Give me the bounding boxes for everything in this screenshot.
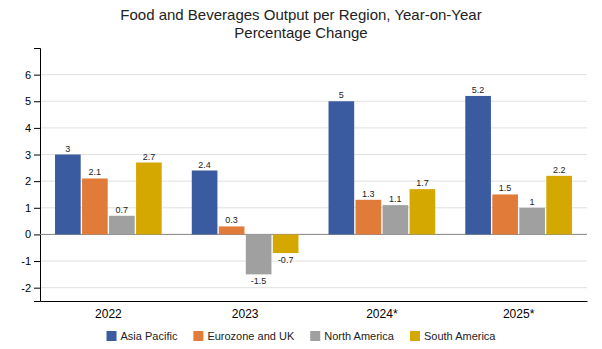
grid-line <box>40 154 587 155</box>
data-label: 2.4 <box>198 160 211 170</box>
bar <box>136 163 162 235</box>
legend-swatch <box>193 331 203 341</box>
y-tick: -2 <box>21 282 40 294</box>
grid-line <box>40 101 587 102</box>
x-axis-line <box>41 301 588 302</box>
chart: Food and Beverages Output per Region, Ye… <box>0 0 602 349</box>
bar <box>546 176 572 235</box>
data-label: 2.1 <box>89 167 102 177</box>
bar <box>219 226 245 234</box>
bar <box>55 155 81 235</box>
y-tick-mark <box>34 181 40 182</box>
legend-swatch <box>410 331 420 341</box>
data-label: 1.7 <box>416 178 429 188</box>
grid-line <box>40 261 587 262</box>
legend-label: Asia Pacific <box>121 330 178 342</box>
y-tick-label: 1 <box>25 202 31 214</box>
y-axis-line <box>34 49 41 302</box>
title-line: Food and Beverages Output per Region, Ye… <box>120 6 481 23</box>
bar <box>109 216 135 235</box>
y-tick: 0 <box>25 228 40 240</box>
legend-item: Asia Pacific <box>107 330 178 342</box>
grid-line <box>40 127 587 128</box>
legend-label: Eurozone and UK <box>207 330 294 342</box>
bar <box>465 96 491 234</box>
data-label: 0.3 <box>225 215 238 225</box>
legend-item: North America <box>310 330 395 342</box>
bar <box>82 178 108 234</box>
title-line: Percentage Change <box>234 24 367 41</box>
bar <box>329 101 355 234</box>
x-axis: 2022 2023 2024* 2025* <box>41 302 588 321</box>
y-tick: 3 <box>25 149 40 161</box>
legend-label: South America <box>424 330 496 342</box>
x-tick-label: 2025* <box>503 307 535 321</box>
x-tick: 2024* <box>366 307 398 321</box>
y-tick: 4 <box>25 122 40 134</box>
bars <box>55 96 572 274</box>
y-tick: 1 <box>25 202 40 214</box>
x-tick-label: 2022 <box>95 307 122 321</box>
x-tick: 2022 <box>95 307 122 321</box>
title: Food and Beverages Output per Region, Ye… <box>120 6 481 41</box>
y-tick: 6 <box>25 69 40 81</box>
grid <box>40 75 587 288</box>
legend-swatch <box>107 331 117 341</box>
y-tick-label: 0 <box>25 228 31 240</box>
bar <box>492 194 518 234</box>
y-tick-mark <box>34 155 40 156</box>
x-tick-label: 2023 <box>232 307 259 321</box>
y-tick-label: 6 <box>25 69 31 81</box>
legend-label: North America <box>324 330 395 342</box>
data-label: 1 <box>530 197 535 207</box>
bar <box>410 189 436 234</box>
y-tick: 2 <box>25 175 40 187</box>
data-label: -0.7 <box>278 255 294 265</box>
grid-line <box>40 181 587 182</box>
bar <box>192 171 218 235</box>
data-label: 1.1 <box>389 194 402 204</box>
y-tick-mark <box>34 75 40 76</box>
data-label: 3 <box>65 144 70 154</box>
x-tick: 2025* <box>503 307 535 321</box>
data-labels: 3 2.4 5 5.2 2.1 0.3 1.3 1.5 0.7 -1.5 1.1 1 2.7 -0.7 1.… <box>65 85 565 286</box>
x-tick: 2023 <box>232 307 259 321</box>
legend-swatch <box>310 331 320 341</box>
grid-line <box>40 74 587 75</box>
y-tick-label: -2 <box>21 282 31 294</box>
y-tick: -1 <box>21 255 40 267</box>
y-axis: -2 -1 0 1 2 3 4 5 6 <box>21 49 40 302</box>
bar <box>246 234 272 274</box>
bar <box>383 205 409 234</box>
x-tick-label: 2024* <box>366 307 398 321</box>
legend: Asia Pacific Eurozone and UK North America… <box>107 330 497 342</box>
y-tick-mark <box>34 128 40 129</box>
legend-item: Eurozone and UK <box>193 330 294 342</box>
y-tick-label: 2 <box>25 175 31 187</box>
y-tick-mark <box>34 101 40 102</box>
legend-item: South America <box>410 330 496 342</box>
y-tick-mark <box>34 261 40 262</box>
data-label: 5 <box>339 90 344 100</box>
y-tick-mark <box>34 288 40 289</box>
y-tick-label: 3 <box>25 149 31 161</box>
data-label: 1.3 <box>362 189 375 199</box>
data-label: 2.7 <box>143 152 156 162</box>
data-label: 5.2 <box>472 85 485 95</box>
y-tick-label: 4 <box>25 122 31 134</box>
bar <box>356 200 382 235</box>
grid-line <box>40 287 587 288</box>
data-label: 0.7 <box>116 205 129 215</box>
y-tick-mark <box>34 208 40 209</box>
bar <box>273 234 299 253</box>
data-label: 1.5 <box>499 183 512 193</box>
y-tick-label: -1 <box>21 255 31 267</box>
y-tick: 5 <box>25 95 40 107</box>
bar <box>519 208 545 235</box>
plot: -2 -1 0 1 2 3 4 5 6 2022 2023 2024* 2025* 3 2.4 5 5.2 2.1… <box>21 49 587 321</box>
y-tick-mark <box>34 234 40 235</box>
data-label: 2.2 <box>553 165 566 175</box>
y-tick-label: 5 <box>25 95 31 107</box>
data-label: -1.5 <box>251 276 267 286</box>
